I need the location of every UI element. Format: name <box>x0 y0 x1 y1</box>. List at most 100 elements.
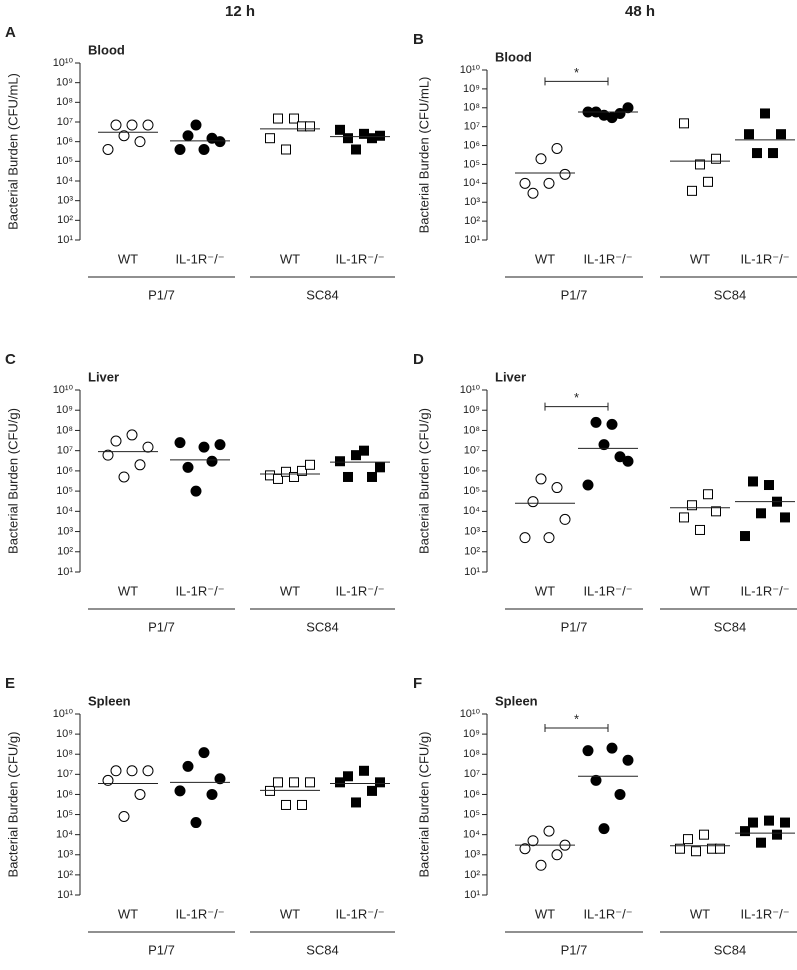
y-tick-label: 10⁶ <box>463 788 480 800</box>
data-point <box>297 465 307 476</box>
data-point <box>198 747 210 759</box>
data-point <box>174 437 186 449</box>
data-point <box>679 512 689 523</box>
data-point <box>118 471 130 483</box>
significance-bracket <box>544 402 609 411</box>
significance-label: * <box>574 711 579 726</box>
data-point <box>126 429 138 441</box>
y-tick-label: 10⁶ <box>463 465 480 477</box>
data-point <box>351 144 361 155</box>
data-point <box>527 187 539 199</box>
x-tick-label: IL-1R⁻/⁻ <box>740 583 789 598</box>
data-point <box>190 119 202 131</box>
x-tick-label: IL-1R⁻/⁻ <box>335 583 384 598</box>
data-point <box>744 129 754 140</box>
data-point <box>519 532 531 544</box>
y-tick-label: 10⁴ <box>56 505 73 517</box>
y-tick-label: 10¹ <box>464 566 480 578</box>
data-point <box>273 777 283 788</box>
data-point <box>281 144 291 155</box>
data-point <box>703 489 713 500</box>
group-label: P1/7 <box>148 619 175 634</box>
data-point <box>118 811 130 823</box>
data-point <box>134 788 146 800</box>
y-tick-label: 10⁴ <box>463 829 480 841</box>
x-tick-label: WT <box>118 906 138 921</box>
data-point <box>206 788 218 800</box>
y-tick-label: 10² <box>57 869 73 881</box>
data-point <box>606 742 618 754</box>
x-tick-label: WT <box>535 583 555 598</box>
data-point <box>118 130 130 142</box>
y-tick-label: 10⁶ <box>56 136 73 148</box>
y-tick-label: 10¹ <box>57 889 73 901</box>
data-point <box>590 416 602 428</box>
data-point <box>198 143 210 155</box>
data-point <box>776 129 786 140</box>
data-point <box>598 439 610 451</box>
x-tick-label: IL-1R⁻/⁻ <box>335 251 384 266</box>
x-tick-label: IL-1R⁻/⁻ <box>583 906 632 921</box>
y-tick-label: 10¹⁰ <box>460 64 481 76</box>
y-tick-label: 10⁸ <box>56 748 73 760</box>
y-tick-label: 10¹⁰ <box>53 384 74 396</box>
data-point <box>519 177 531 189</box>
y-tick-label: 10¹⁰ <box>53 57 74 69</box>
data-point <box>711 506 721 517</box>
x-tick-label: WT <box>690 251 710 266</box>
data-point <box>182 461 194 473</box>
data-point <box>174 143 186 155</box>
data-point <box>367 785 377 796</box>
data-point <box>343 133 353 144</box>
data-point <box>335 124 345 135</box>
y-tick-label: 10⁹ <box>463 83 480 95</box>
y-tick-label: 10² <box>464 215 480 227</box>
data-point <box>772 829 782 840</box>
data-point <box>289 113 299 124</box>
y-tick-label: 10⁵ <box>463 808 480 820</box>
data-point <box>740 826 750 837</box>
x-tick-label: WT <box>280 906 300 921</box>
y-tick-label: 10⁵ <box>56 485 73 497</box>
y-tick-label: 10⁶ <box>56 788 73 800</box>
x-tick-label: WT <box>280 583 300 598</box>
data-point <box>142 765 154 777</box>
data-point <box>683 834 693 845</box>
data-point <box>598 823 610 835</box>
group-label: SC84 <box>714 287 747 302</box>
data-point <box>351 797 361 808</box>
x-tick-label: WT <box>690 583 710 598</box>
y-tick-label: 10¹⁰ <box>53 708 74 720</box>
x-tick-label: WT <box>280 251 300 266</box>
x-tick-label: IL-1R⁻/⁻ <box>583 251 632 266</box>
data-point <box>622 455 634 467</box>
data-point <box>711 153 721 164</box>
x-tick-label: IL-1R⁻/⁻ <box>740 251 789 266</box>
y-tick-label: 10⁷ <box>57 768 73 780</box>
data-point <box>582 745 594 757</box>
y-tick-label: 10³ <box>57 849 73 861</box>
data-point <box>289 777 299 788</box>
significance-bracket <box>544 724 609 733</box>
y-tick-label: 10¹⁰ <box>460 384 481 396</box>
x-tick-label: WT <box>690 906 710 921</box>
data-point <box>687 500 697 511</box>
data-point <box>675 843 685 854</box>
group-label: SC84 <box>714 942 747 957</box>
y-tick-label: 10⁷ <box>464 768 480 780</box>
data-point <box>110 119 122 131</box>
data-point <box>527 835 539 847</box>
data-point <box>687 185 697 196</box>
data-point <box>367 471 377 482</box>
data-point <box>102 774 114 786</box>
data-point <box>305 121 315 132</box>
data-point <box>780 512 790 523</box>
data-point <box>527 496 539 508</box>
y-tick-label: 10¹ <box>464 234 480 246</box>
y-tick-label: 10⁷ <box>464 445 480 457</box>
y-axis-label: Bacterial Burden (CFU/mL) <box>416 77 431 234</box>
data-point <box>543 177 555 189</box>
significance-label: * <box>574 390 579 405</box>
y-tick-label: 10⁴ <box>56 829 73 841</box>
group-label: SC84 <box>306 942 339 957</box>
